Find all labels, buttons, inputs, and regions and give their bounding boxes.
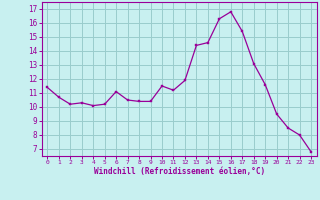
X-axis label: Windchill (Refroidissement éolien,°C): Windchill (Refroidissement éolien,°C) [94,167,265,176]
